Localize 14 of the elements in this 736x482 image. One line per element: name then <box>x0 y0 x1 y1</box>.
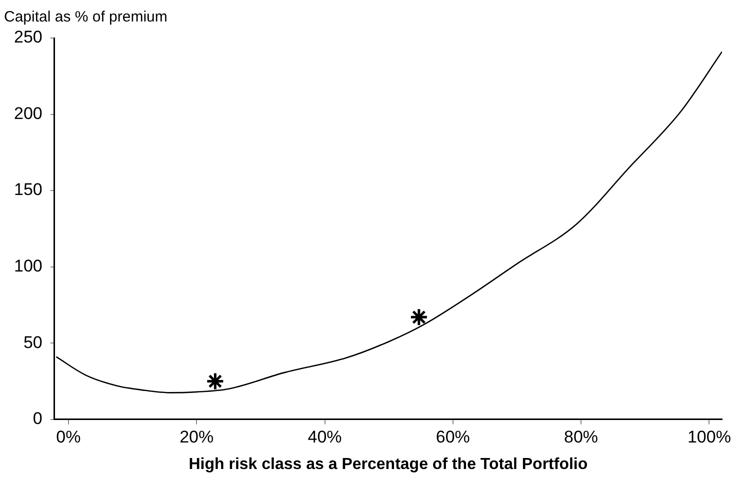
x-tick-label: 20% <box>180 427 214 446</box>
x-tick-label: 40% <box>308 427 342 446</box>
x-tick-label: 100% <box>687 427 731 446</box>
y-tick-label: 0 <box>32 409 42 428</box>
y-tick-label: 250 <box>14 28 42 47</box>
x-tick-label: 80% <box>564 427 598 446</box>
x-tick-label: 0% <box>56 427 81 446</box>
y-tick-label: 200 <box>14 104 42 123</box>
y-tick-label: 100 <box>14 256 42 276</box>
x-tick-label: 60% <box>436 427 470 446</box>
y-tick-label: 50 <box>23 332 42 352</box>
x-axis-title: High risk class as a Percentage of the Total Portfolio <box>188 456 588 473</box>
y-tick-label: 150 <box>14 180 42 200</box>
y-axis-title: Capital as % of premium <box>4 8 168 26</box>
